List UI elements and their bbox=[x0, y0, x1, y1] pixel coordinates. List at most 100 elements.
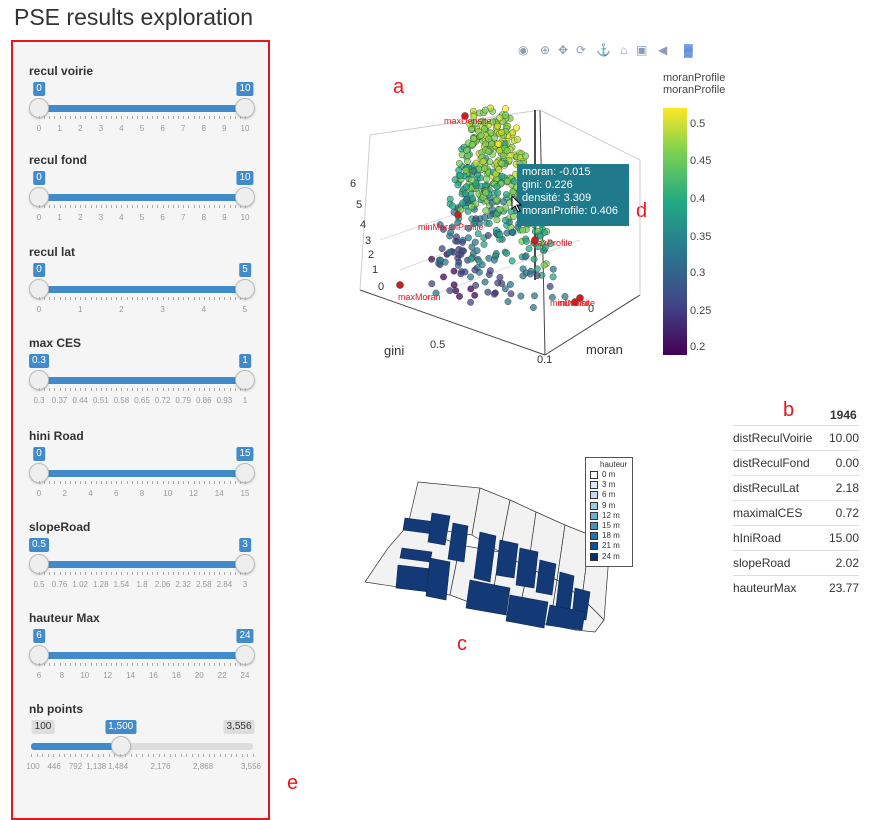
scatter-point bbox=[472, 281, 480, 289]
slider-high-value: 15 bbox=[236, 447, 254, 461]
table-cell-value: 0.72 bbox=[824, 500, 859, 526]
table-cell-name: maximalCES bbox=[733, 500, 825, 526]
legend-swatch bbox=[590, 552, 598, 561]
scatter-point bbox=[506, 281, 514, 288]
slider-tick-label: 2 bbox=[77, 124, 83, 133]
slider-high-handle[interactable] bbox=[235, 463, 255, 483]
slider-track[interactable] bbox=[39, 194, 245, 201]
building-map[interactable] bbox=[360, 470, 610, 635]
camera-icon[interactable]: ◉ bbox=[518, 43, 529, 57]
scatter-point bbox=[526, 270, 534, 278]
slider-tick-label: 2 bbox=[119, 305, 124, 314]
slider-low-handle[interactable] bbox=[29, 279, 49, 299]
slider-handle[interactable] bbox=[110, 736, 131, 756]
slider-track[interactable] bbox=[39, 105, 245, 112]
slider-tick-label: 0.72 bbox=[154, 396, 171, 405]
slider-high-handle[interactable] bbox=[235, 370, 255, 390]
legend-item: 0 m bbox=[590, 471, 615, 479]
scatter-point bbox=[519, 272, 527, 280]
slider-high-handle[interactable] bbox=[235, 279, 255, 299]
slider-track[interactable] bbox=[39, 377, 245, 384]
slider-track[interactable] bbox=[39, 652, 245, 659]
scatter-point bbox=[432, 289, 440, 297]
scatter-3d-plot[interactable]: maxDensite minMoranProfile maxMoran minDens… bbox=[340, 90, 660, 370]
toggle-spike-icon[interactable]: ◀ bbox=[658, 43, 668, 57]
slider-low-handle[interactable] bbox=[29, 370, 49, 390]
scatter-point bbox=[481, 165, 488, 172]
point-label: maxProfile bbox=[530, 238, 573, 248]
table-row: maximalCES 0.72 bbox=[733, 500, 859, 526]
scatter-point bbox=[474, 230, 482, 238]
slider-tick-label: 6 bbox=[160, 124, 165, 133]
orbit-icon[interactable]: ⟳ bbox=[576, 43, 587, 57]
plotly-logo-icon[interactable]: ▓ bbox=[684, 43, 693, 57]
slider-high-handle[interactable] bbox=[235, 554, 255, 574]
slider-track[interactable] bbox=[39, 286, 245, 293]
panel-letter-d: d bbox=[636, 200, 648, 222]
slider-low-handle[interactable] bbox=[29, 187, 49, 207]
zoom-icon[interactable]: ⊕ bbox=[540, 43, 551, 57]
scatter-point bbox=[472, 215, 480, 223]
slider-high-handle[interactable] bbox=[235, 645, 255, 665]
scatter-point bbox=[522, 152, 529, 160]
slider-hini-road[interactable]: hini Road 0 15 0 2 4 6 8 10 12 14 15 bbox=[29, 429, 259, 509]
slider-high-handle[interactable] bbox=[235, 98, 255, 118]
scatter-point bbox=[481, 278, 489, 286]
slider-tick-label: 5 bbox=[139, 213, 145, 222]
scatter-point bbox=[493, 216, 501, 224]
pan-icon[interactable]: ✥ bbox=[558, 43, 569, 57]
y-tick: 0.5 bbox=[430, 339, 445, 351]
turntable-icon[interactable]: ⚓ bbox=[596, 43, 611, 57]
scatter-point bbox=[533, 265, 541, 273]
legend-label: 21 m bbox=[602, 541, 620, 551]
table-cell-name: slopeRoad bbox=[733, 550, 825, 576]
slider-sloperoad[interactable]: slopeRoad 0.5 3 0.5 0.76 1.02 1.28 1.54 1.8 2.06 2… bbox=[29, 520, 259, 600]
slider-hauteur-max[interactable]: hauteur Max 6 24 6 8 10 12 14 16 18 20 22 24 bbox=[29, 611, 259, 691]
scatter-point bbox=[501, 285, 509, 293]
slider-low-handle[interactable] bbox=[29, 98, 49, 118]
scatter-point bbox=[486, 212, 494, 220]
reset-camera-icon[interactable]: ▣ bbox=[636, 43, 648, 57]
slider-low-handle[interactable] bbox=[29, 554, 49, 574]
scatter-point bbox=[450, 267, 458, 275]
legend-title: hauteur bbox=[600, 460, 628, 469]
z-tick: 4 bbox=[360, 219, 366, 231]
slider-max-ces[interactable]: max CES 0.3 1 0.3 0.37 0.44 0.51 0.58 0.65 0.72 0.… bbox=[29, 336, 259, 416]
table-row: distReculLat 2.18 bbox=[733, 475, 859, 501]
scatter-point bbox=[503, 249, 511, 257]
slider-tick-label: 4 bbox=[119, 213, 124, 222]
slider-tick-label: 8 bbox=[201, 124, 207, 133]
slider-track[interactable] bbox=[39, 561, 245, 568]
slider-low-handle[interactable] bbox=[29, 645, 49, 665]
home-icon[interactable]: ⌂ bbox=[620, 43, 628, 57]
z-axis-ticks: 6 5 4 3 2 1 0 bbox=[350, 178, 384, 293]
scatter-point bbox=[561, 293, 569, 300]
scatter-point bbox=[513, 124, 520, 132]
slider-low-value: 0.5 bbox=[29, 538, 49, 552]
scatter-point bbox=[457, 270, 465, 278]
panel-letter-c: c bbox=[457, 633, 467, 655]
z-tick: 2 bbox=[368, 249, 374, 261]
legend-swatch bbox=[590, 481, 598, 490]
slider-recul-lat[interactable]: recul lat 0 5 0 1 2 3 4 5 bbox=[29, 245, 259, 325]
slider-tick-label: 20 bbox=[194, 671, 204, 680]
scatter-point bbox=[440, 225, 447, 233]
slider-low-handle[interactable] bbox=[29, 463, 49, 483]
slider-track[interactable] bbox=[39, 470, 245, 477]
slider-tick-label: 14 bbox=[214, 489, 224, 498]
scatter-point bbox=[455, 258, 463, 266]
scatter-point bbox=[502, 111, 509, 119]
slider-low-value: 0 bbox=[33, 171, 45, 185]
slider-high-handle[interactable] bbox=[235, 187, 255, 207]
scatter-point bbox=[522, 237, 530, 245]
slider-track[interactable] bbox=[31, 743, 253, 750]
slider-tick-label: 8 bbox=[201, 213, 207, 222]
slider-recul-voirie[interactable]: recul voirie 0 10 0 1 2 3 4 5 6 7 8 9 10 bbox=[29, 64, 259, 144]
legend-label: 12 m bbox=[602, 510, 620, 520]
slider-nb-points[interactable]: nb points 100 3,556 1,500 100 446 792 1,138 1,48… bbox=[26, 702, 261, 782]
slider-recul-fond[interactable]: recul fond 0 10 0 1 2 3 4 5 6 7 8 9 10 bbox=[29, 153, 259, 233]
scatter-point bbox=[549, 273, 557, 281]
panel-letter-e: e bbox=[287, 772, 299, 794]
slider-ticks bbox=[39, 388, 246, 394]
